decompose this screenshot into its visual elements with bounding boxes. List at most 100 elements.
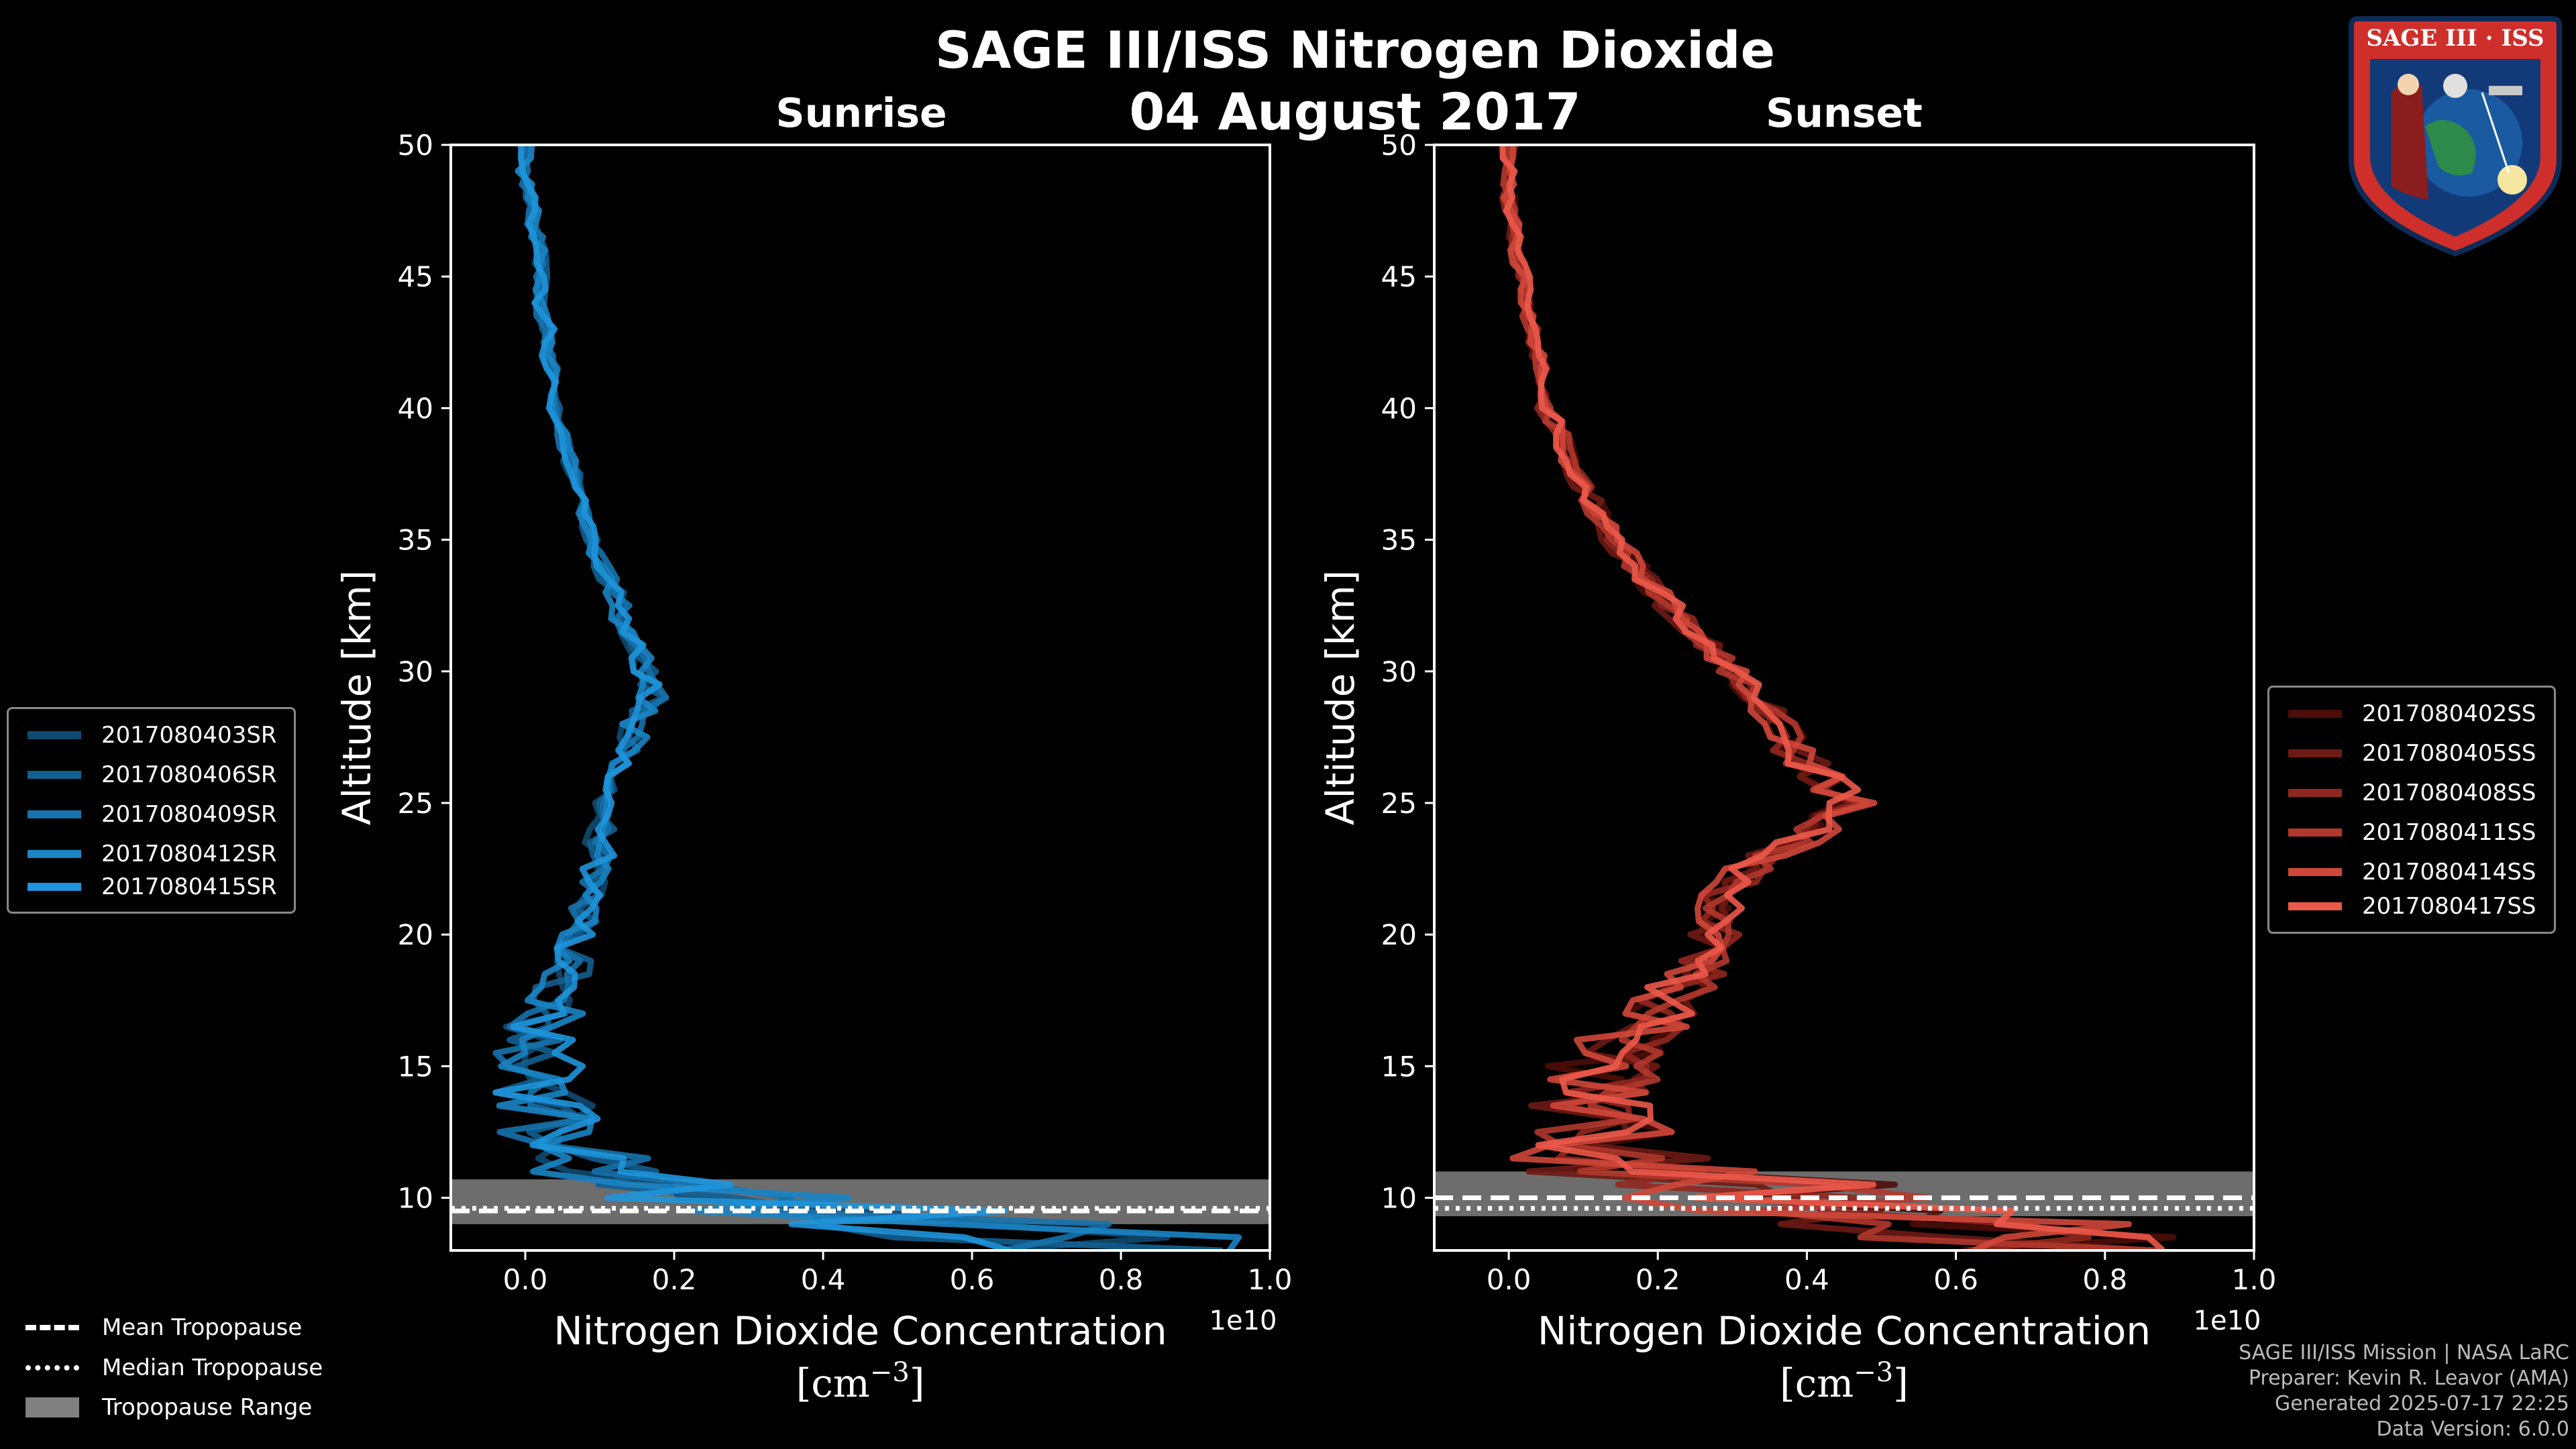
- x-offset-label: 1e10: [1210, 1305, 1277, 1336]
- legend-label: 2017080402SS: [2362, 700, 2536, 727]
- plot-frame: [1433, 144, 2255, 1252]
- y-tick-label: 30: [398, 655, 433, 688]
- x-axis-label: Nitrogen Dioxide Concentration: [1538, 1308, 2151, 1354]
- y-tick-label: 50: [398, 129, 433, 162]
- legend-label: 2017080408SS: [2362, 780, 2536, 806]
- legend-label: Median Tropopause: [102, 1354, 323, 1381]
- legend-label: 2017080415SR: [101, 873, 277, 900]
- y-tick-label: 10: [1381, 1182, 1417, 1215]
- x-axis-unit: [cm−3]: [796, 1357, 925, 1406]
- legend-swatch: [2288, 828, 2342, 837]
- legend-swatch: [2288, 902, 2342, 910]
- legend-label: 2017080409SR: [101, 801, 277, 828]
- plot-frame: [449, 144, 1271, 1252]
- plot-content: [451, 145, 1270, 1250]
- x-tick-label: 0.8: [2082, 1263, 2127, 1296]
- legend-swatch: [28, 883, 81, 891]
- profile-line-2017080415SR: [492, 145, 1011, 1250]
- footer-data-version: Data Version: 6.0.0: [2376, 1417, 2569, 1441]
- y-tick-label: 20: [398, 918, 433, 951]
- footer-generated: Generated 2025-07-17 22:25: [2274, 1392, 2569, 1415]
- legend-tropopause-range: Tropopause Range: [25, 1388, 312, 1427]
- legend-swatch: [2288, 710, 2342, 718]
- x-tick-label: 1.0: [2232, 1263, 2277, 1296]
- legend-item: 2017080406SR: [9, 755, 277, 794]
- legend-label: Mean Tropopause: [102, 1314, 303, 1341]
- legend-label: 2017080405SS: [2362, 740, 2536, 767]
- legend-label: 2017080411SS: [2362, 819, 2536, 846]
- footer: SAGE III/ISS Mission | NASA LaRC Prepare…: [2239, 1340, 2569, 1442]
- figure-title: SAGE III/ISS Nitrogen Dioxide: [934, 20, 1776, 80]
- profile-line-2017080417SS: [1499, 145, 2165, 1250]
- sage-iii-iss-logo: SAGE III · ISS: [2349, 16, 2562, 257]
- x-tick-label: 0.8: [1099, 1263, 1144, 1296]
- y-tick-label: 20: [1381, 918, 1417, 951]
- y-tick-label: 35: [398, 524, 433, 557]
- y-tick-label: 30: [1381, 655, 1417, 688]
- x-tick-label: 0.4: [1784, 1263, 1829, 1296]
- sunrise-legend: 2017080403SR 2017080406SR 2017080409SR 2…: [7, 707, 296, 914]
- y-tick-label: 25: [1381, 787, 1417, 820]
- plot-area: [451, 145, 1270, 1250]
- logo-text: SAGE III · ISS: [2366, 25, 2544, 52]
- y-tick-label: 15: [398, 1050, 433, 1083]
- legend-label: 2017080417SS: [2362, 893, 2536, 920]
- x-tick-label: 0.2: [1635, 1263, 1680, 1296]
- legend-label: 2017080403SR: [101, 722, 277, 749]
- plot-area: [1434, 145, 2254, 1250]
- legend-swatch: [28, 810, 81, 818]
- legend-median-tropopause: Median Tropopause: [25, 1348, 323, 1387]
- legend-swatch: [2288, 868, 2342, 876]
- x-offset-label: 1e10: [2194, 1305, 2261, 1336]
- legend-mean-tropopause: Mean Tropopause: [25, 1308, 302, 1347]
- legend-item: 2017080412SR: [9, 835, 277, 873]
- legend-item: 2017080414SS: [2269, 853, 2536, 892]
- figure-date: 04 August 2017: [1129, 82, 1581, 142]
- sunrise-panel-title: Sunrise: [775, 90, 947, 137]
- dotted-line-icon: [25, 1365, 79, 1371]
- x-tick-label: 0.0: [1487, 1263, 1532, 1296]
- x-tick-label: 1.0: [1248, 1263, 1293, 1296]
- legend-item: 2017080409SR: [9, 795, 277, 834]
- y-tick-label: 35: [1381, 524, 1417, 557]
- legend-item: 2017080417SS: [2269, 887, 2536, 926]
- y-tick-label: 10: [398, 1182, 433, 1215]
- y-tick-label: 50: [1381, 129, 1417, 162]
- y-tick-label: 25: [398, 787, 433, 820]
- legend-swatch: [28, 731, 81, 739]
- legend-label: 2017080406SR: [101, 761, 277, 788]
- x-tick-label: 0.4: [801, 1263, 846, 1296]
- y-tick-label: 15: [1381, 1050, 1417, 1083]
- y-tick-label: 45: [398, 260, 433, 293]
- plot-content: [1434, 145, 2254, 1250]
- x-axis-unit: [cm−3]: [1780, 1357, 1909, 1406]
- legend-item: 2017080411SS: [2269, 813, 2536, 852]
- legend-item: 2017080408SS: [2269, 773, 2536, 812]
- legend-item: 2017080402SS: [2269, 694, 2536, 733]
- y-tick-label: 45: [1381, 260, 1417, 293]
- legend-swatch: [2288, 749, 2342, 757]
- legend-item: 2017080405SS: [2269, 734, 2536, 773]
- range-swatch: [25, 1397, 79, 1417]
- y-tick-label: 40: [1381, 392, 1417, 425]
- legend-label: 2017080414SS: [2362, 859, 2536, 885]
- y-tick-label: 40: [398, 392, 433, 425]
- x-axis-label: Nitrogen Dioxide Concentration: [553, 1308, 1167, 1354]
- legend-swatch: [28, 850, 81, 858]
- legend-swatch: [28, 771, 81, 779]
- sunset-panel-title: Sunset: [1766, 90, 1923, 137]
- x-tick-label: 0.0: [503, 1263, 548, 1296]
- sunset-legend: 2017080402SS 2017080405SS 2017080408SS 2…: [2267, 686, 2556, 934]
- footer-preparer: Preparer: Kevin R. Leavor (AMA): [2248, 1366, 2569, 1390]
- legend-item: 2017080415SR: [9, 867, 277, 906]
- legend-item: 2017080403SR: [9, 716, 277, 755]
- x-tick-label: 0.6: [950, 1263, 995, 1296]
- y-axis-label: Altitude [km]: [1318, 570, 1363, 825]
- x-tick-label: 0.6: [1933, 1263, 1978, 1296]
- legend-label: Tropopause Range: [102, 1394, 313, 1421]
- legend-swatch: [2288, 789, 2342, 797]
- legend-label: 2017080412SR: [101, 841, 277, 867]
